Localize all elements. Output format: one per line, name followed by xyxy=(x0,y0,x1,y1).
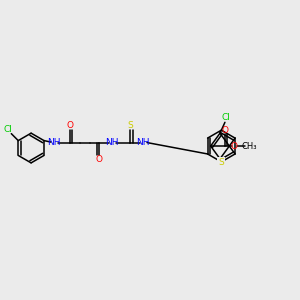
Text: NH: NH xyxy=(136,138,150,147)
Text: S: S xyxy=(218,158,224,167)
Text: O: O xyxy=(96,155,103,164)
Text: Cl: Cl xyxy=(4,125,13,134)
Text: S: S xyxy=(127,121,133,130)
Text: O: O xyxy=(221,126,228,135)
Text: NH: NH xyxy=(47,138,61,147)
Text: O: O xyxy=(66,121,73,130)
Text: NH: NH xyxy=(106,138,119,147)
Text: O: O xyxy=(231,142,238,151)
Text: Cl: Cl xyxy=(221,113,230,122)
Text: CH₃: CH₃ xyxy=(242,142,257,151)
